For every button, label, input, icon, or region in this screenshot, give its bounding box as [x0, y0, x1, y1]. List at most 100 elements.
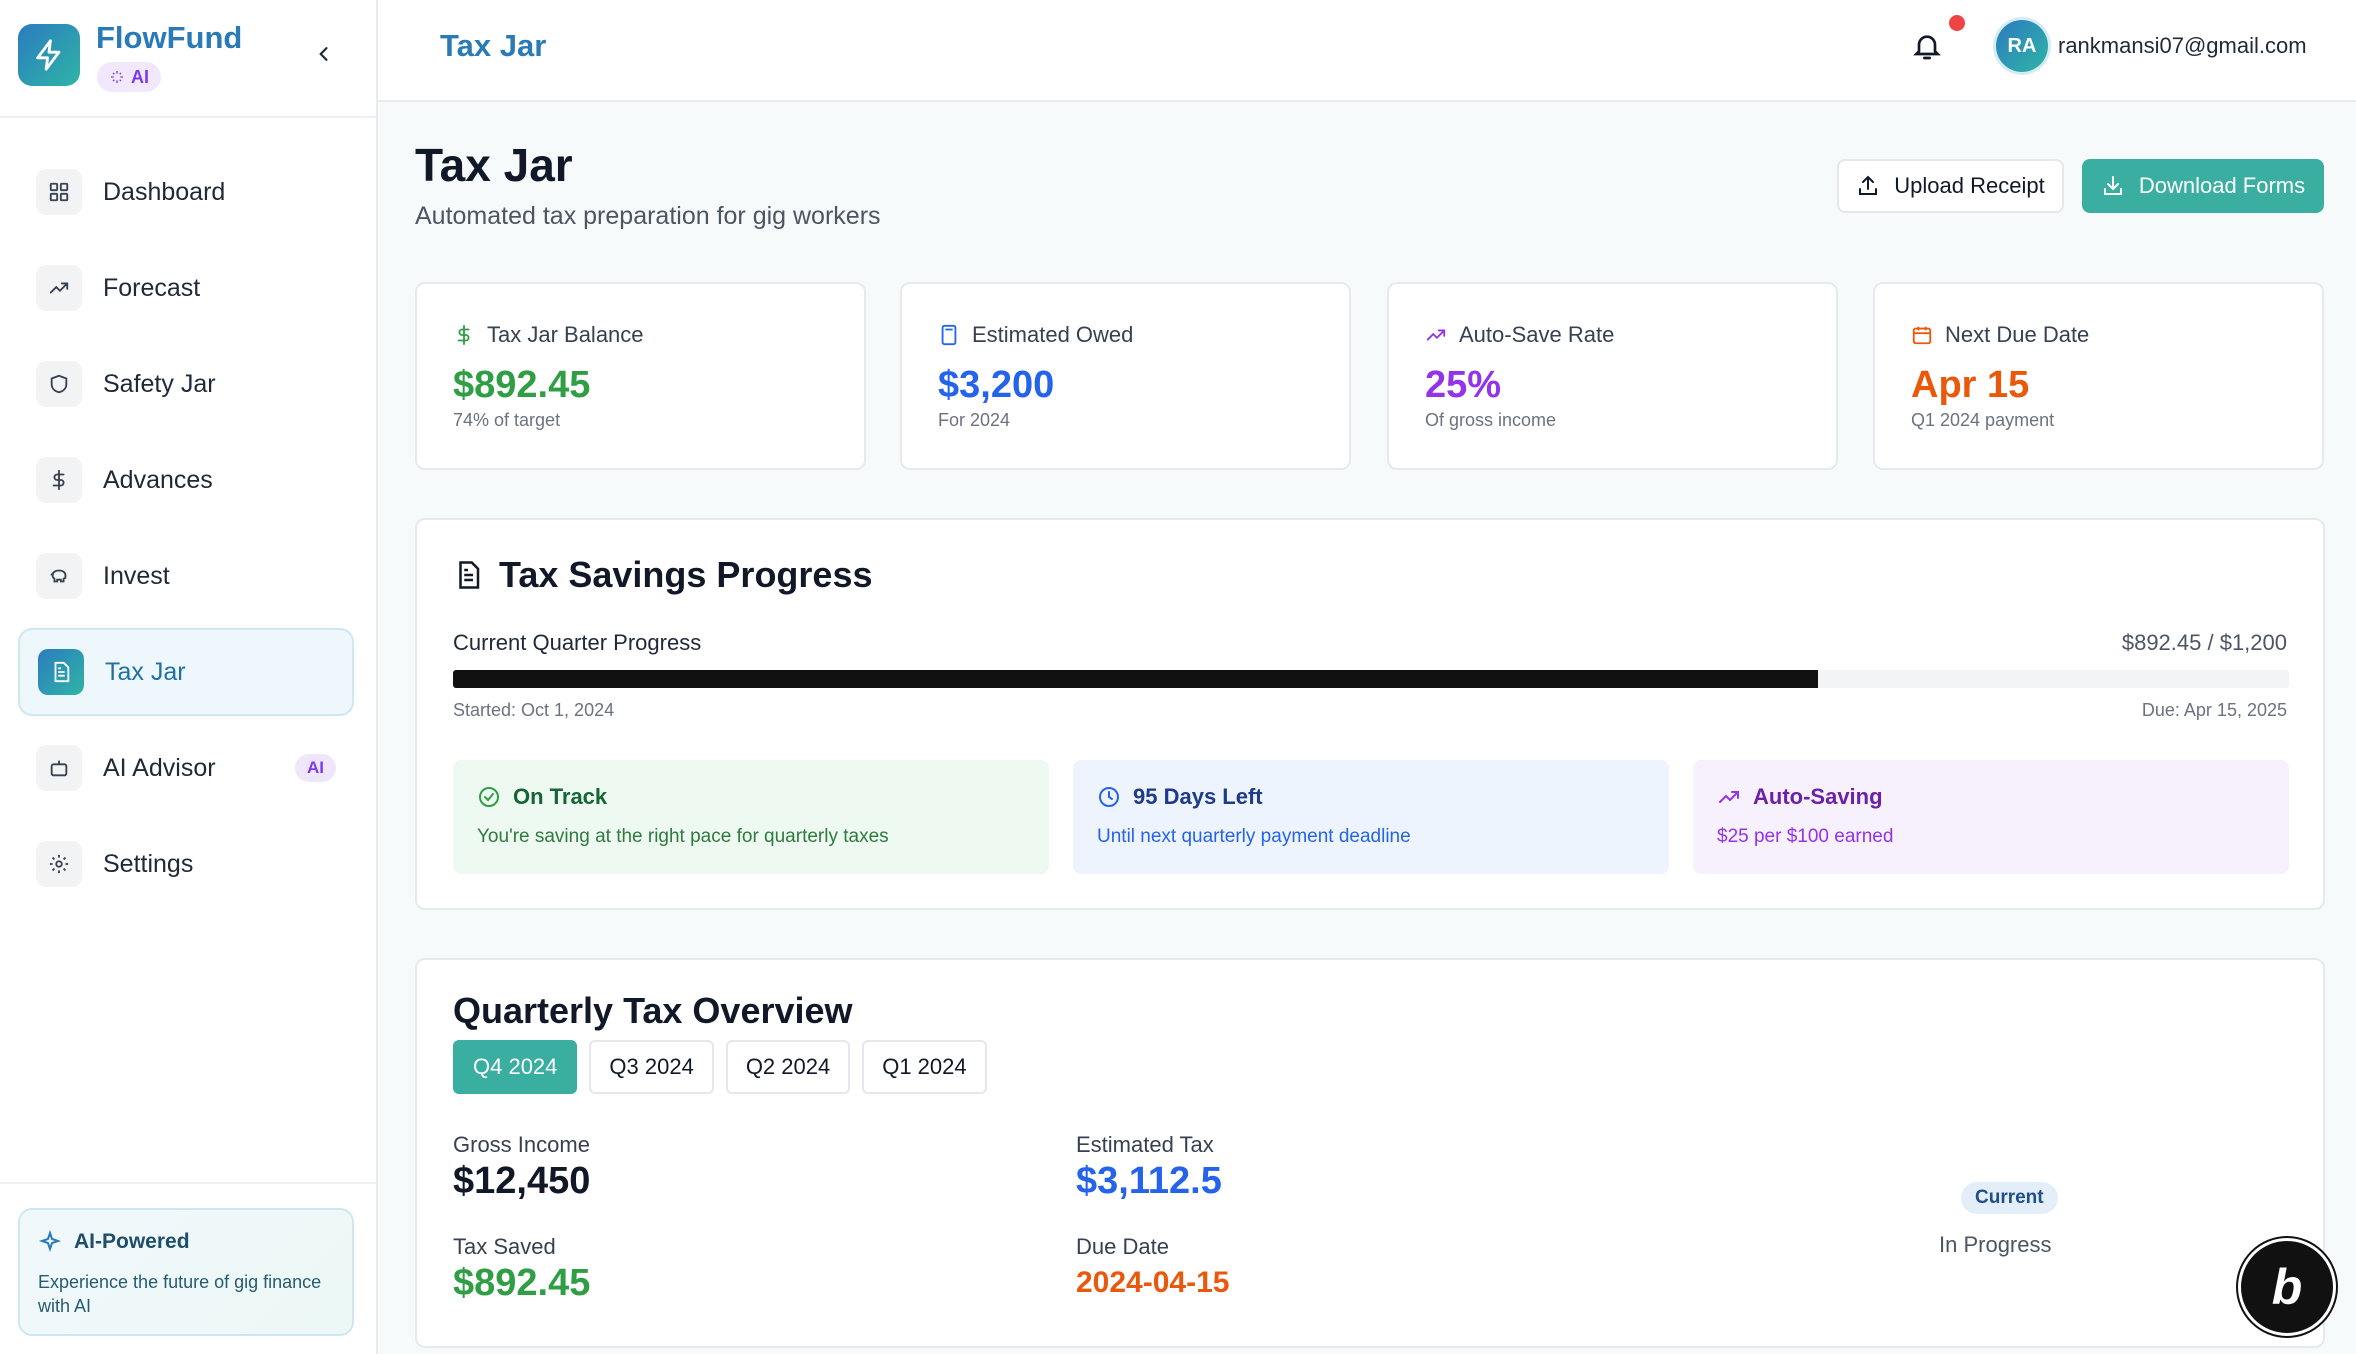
stat-value: 25% — [1425, 364, 1502, 406]
sidebar-item-dashboard[interactable]: Dashboard — [18, 148, 354, 236]
sparkle-icon — [38, 1230, 62, 1253]
stat-label: Auto-Save Rate — [1459, 322, 1615, 347]
bolt-badge[interactable]: b — [2238, 1238, 2336, 1336]
status-auto-saving: Auto-Saving $25 per $100 earned — [1693, 760, 2289, 874]
sidebar-item-label: Forecast — [103, 273, 201, 302]
status-text: Until next quarterly payment deadline — [1097, 826, 1411, 847]
trending-up-icon — [1719, 791, 1739, 803]
sidebar-item-forecast[interactable]: Forecast — [18, 244, 354, 332]
chevron-left-icon — [319, 47, 328, 61]
document-icon — [38, 649, 84, 695]
status-on-track: On Track You're saving at the right pace… — [453, 760, 1049, 874]
sidebar-item-label: AI Advisor — [103, 753, 216, 782]
ai-card-text: Experience the future of gig finance wit… — [38, 1272, 322, 1316]
sidebar-item-label: Invest — [103, 561, 170, 590]
progress-label: Current Quarter Progress — [453, 630, 702, 655]
stat-value: Apr 15 — [1911, 364, 2030, 406]
status-badge: Current — [1961, 1182, 2058, 1214]
sidebar-item-label: Dashboard — [103, 177, 226, 206]
piggy-bank-icon — [36, 553, 82, 599]
header-title: Tax Jar — [440, 28, 547, 63]
sidebar-item-tax-jar[interactable]: Tax Jar — [18, 628, 354, 716]
tab-q3-2024[interactable]: Q3 2024 — [589, 1040, 714, 1094]
check-circle-icon — [479, 787, 499, 807]
stat-label: Next Due Date — [1945, 322, 2090, 347]
brand-name: FlowFund — [96, 20, 243, 55]
calendar-icon — [1912, 326, 1932, 345]
status-title: 95 Days Left — [1133, 784, 1263, 809]
trending-up-icon — [1426, 329, 1446, 341]
stat-sub: Of gross income — [1425, 410, 1557, 430]
download-icon — [2103, 176, 2122, 195]
tab-q1-2024[interactable]: Q1 2024 — [862, 1040, 987, 1094]
status-text: $25 per $100 earned — [1717, 826, 1894, 847]
progress-fill — [453, 670, 1819, 688]
status-title: On Track — [513, 784, 608, 809]
grid-icon — [36, 169, 82, 215]
sidebar-item-label: Advances — [103, 465, 213, 494]
sparkle-icon — [111, 71, 123, 83]
stat-card-next-due-date: Next Due Date Apr 15 Q1 2024 payment — [1873, 282, 2324, 470]
download-forms-button[interactable]: Download Forms — [2082, 159, 2324, 213]
stat-card-auto-save-rate: Auto-Save Rate 25% Of gross income — [1387, 282, 1838, 470]
dollar-icon — [36, 457, 82, 503]
status-state: In Progress — [1939, 1232, 2052, 1257]
upload-receipt-button[interactable]: Upload Receipt — [1837, 159, 2064, 213]
page-title: Tax Jar — [415, 139, 573, 191]
bell-icon[interactable] — [1911, 30, 1943, 67]
lightning-logo-icon — [18, 24, 80, 86]
status-days-left: 95 Days Left Until next quarterly paymen… — [1073, 760, 1669, 874]
notification-dot — [1949, 15, 1965, 31]
ai-card-title: AI-Powered — [74, 1230, 190, 1253]
panel-title: Tax Savings Progress — [499, 554, 873, 595]
user-email[interactable]: rankmansi07@gmail.com — [2058, 33, 2307, 58]
progress-start-date: Started: Oct 1, 2024 — [453, 700, 615, 720]
top-bar: Tax Jar RA rankmansi07@gmail.com — [378, 0, 2356, 102]
download-forms-label: Download Forms — [2138, 173, 2306, 198]
tax-savings-progress-panel: Tax Savings Progress Current Quarter Pro… — [415, 518, 2325, 910]
tax-saved-label: Tax Saved — [453, 1234, 556, 1259]
sidebar-footer: AI-Powered Experience the future of gig … — [0, 1182, 376, 1354]
status-title: Auto-Saving — [1753, 784, 1883, 809]
dollar-icon — [457, 324, 470, 346]
calculator-icon — [941, 324, 957, 346]
estimated-tax-label: Estimated Tax — [1076, 1132, 1214, 1157]
panel-title: Quarterly Tax Overview — [453, 990, 853, 1031]
ai-powered-card: AI-Powered Experience the future of gig … — [18, 1208, 354, 1336]
progress-due-date: Due: Apr 15, 2025 — [2141, 700, 2287, 720]
stat-label: Estimated Owed — [972, 322, 1134, 347]
tab-q2-2024[interactable]: Q2 2024 — [725, 1040, 851, 1094]
status-text: You're saving at the right pace for quar… — [477, 826, 889, 847]
stat-value: $3,200 — [938, 364, 1055, 406]
sidebar-item-ai-advisor[interactable]: AI Advisor AI — [18, 724, 354, 812]
stat-card-balance: Tax Jar Balance $892.45 74% of target — [415, 282, 866, 470]
document-icon — [459, 561, 480, 589]
stat-sub: For 2024 — [938, 410, 1011, 430]
estimated-tax-value: $3,112.5 — [1076, 1160, 1222, 1202]
sidebar: FlowFund AI Dashboard Forecast Safety Ja… — [0, 0, 378, 1354]
progress-bar — [453, 670, 2289, 688]
tab-q4-2024[interactable]: Q4 2024 — [453, 1040, 578, 1094]
sidebar-item-invest[interactable]: Invest — [18, 532, 354, 620]
collapse-sidebar-button[interactable] — [312, 42, 336, 66]
ai-chip-label: AI — [131, 66, 149, 87]
stat-sub: Q1 2024 payment — [1911, 410, 2055, 430]
tax-saved-value: $892.45 — [453, 1262, 591, 1304]
ai-badge: AI — [295, 754, 336, 782]
sidebar-item-settings[interactable]: Settings — [18, 820, 354, 908]
page-subtitle: Automated tax preparation for gig worker… — [415, 202, 881, 230]
stat-label: Tax Jar Balance — [487, 322, 644, 347]
due-date-value: 2024-04-15 — [1076, 1266, 1230, 1299]
sidebar-item-safety-jar[interactable]: Safety Jar — [18, 340, 354, 428]
gross-income-value: $12,450 — [453, 1160, 591, 1202]
avatar[interactable]: RA — [1996, 20, 2048, 72]
shield-icon — [36, 361, 82, 407]
sidebar-nav: Dashboard Forecast Safety Jar Advances I… — [18, 148, 354, 916]
gross-income-label: Gross Income — [453, 1132, 590, 1157]
clock-icon — [1099, 787, 1119, 807]
ai-chip: AI — [97, 62, 161, 92]
quarter-tabs: Q4 2024 Q3 2024 Q2 2024 Q1 2024 — [453, 1040, 987, 1094]
upload-icon — [1859, 175, 1878, 195]
sidebar-item-advances[interactable]: Advances — [18, 436, 354, 524]
sidebar-item-label: Tax Jar — [105, 657, 186, 686]
